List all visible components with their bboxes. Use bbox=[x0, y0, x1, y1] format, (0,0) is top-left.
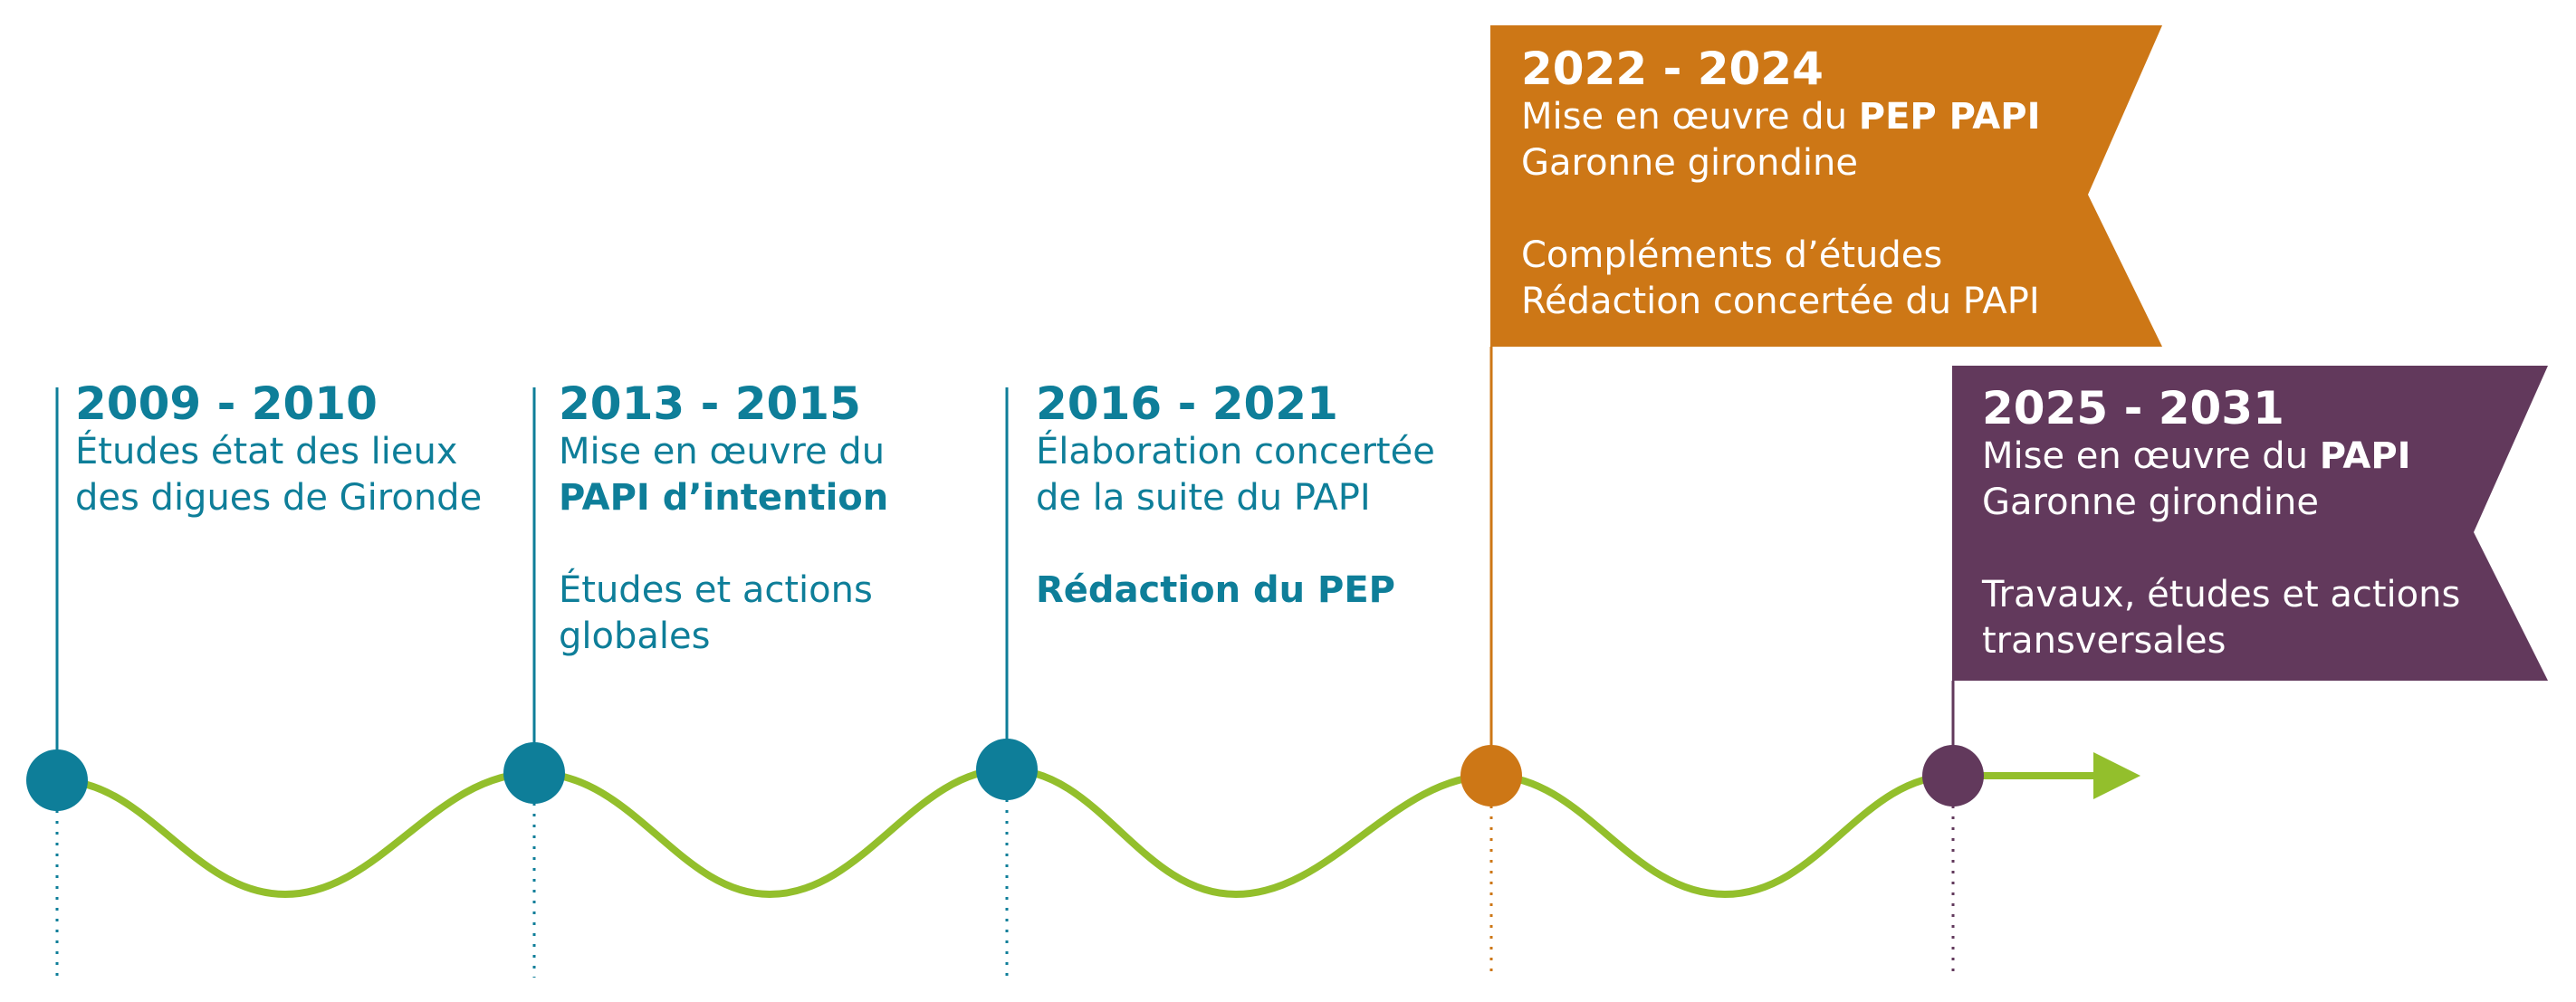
flag-2025-2031 bbox=[1952, 366, 2548, 681]
milestone-2016-2021: 2016 - 2021 Élaboration concertée de la … bbox=[1036, 378, 1435, 614]
milestone-text: Études état des lieux bbox=[75, 431, 458, 472]
wave-line bbox=[53, 765, 2104, 899]
milestone-years: 2025 - 2031 bbox=[1982, 382, 2284, 434]
milestone-text: Garonne girondine bbox=[1521, 142, 1858, 184]
milestone-text-prefix: Mise en œuvre du bbox=[1982, 435, 2320, 477]
milestone-dot-2009 bbox=[26, 749, 88, 811]
milestone-text-prefix: Mise en œuvre du bbox=[1521, 96, 1859, 138]
milestone-years: 2022 - 2024 bbox=[1521, 43, 1824, 95]
arrow-head-icon bbox=[2093, 752, 2140, 799]
milestone-years: 2013 - 2015 bbox=[559, 377, 861, 430]
milestone-text: Travaux, études et actions bbox=[1982, 574, 2461, 616]
milestone-text: Mise en œuvre du bbox=[559, 431, 886, 472]
milestone-text: Élaboration concertée bbox=[1036, 431, 1435, 472]
milestone-text-bold: PAPI bbox=[2319, 435, 2411, 477]
milestone-2022-2024: 2022 - 2024 Mise en œuvre du PEP PAPI Ga… bbox=[1521, 43, 2040, 325]
milestone-2009-2010: 2009 - 2010 Études état des lieux des di… bbox=[75, 378, 482, 521]
milestone-text: Études et actions bbox=[559, 569, 873, 611]
milestone-text: Rédaction concertée du PAPI bbox=[1521, 281, 2040, 322]
milestone-text: globales bbox=[559, 616, 711, 657]
milestone-dot-2013 bbox=[503, 742, 565, 804]
milestone-text-bold: PEP PAPI bbox=[1858, 96, 2041, 138]
milestone-text-bold: PAPI d’intention bbox=[559, 477, 889, 519]
milestone-text: de la suite du PAPI bbox=[1036, 477, 1371, 519]
milestone-text: PAPI d’intention bbox=[559, 475, 888, 521]
milestone-2025-2031: 2025 - 2031 Mise en œuvre du PAPI Garonn… bbox=[1982, 383, 2460, 664]
milestone-years: 2009 - 2010 bbox=[75, 377, 378, 430]
milestone-text: transversales bbox=[1982, 620, 2226, 662]
milestone-text: Garonne girondine bbox=[1982, 482, 2319, 523]
milestone-dot-2025 bbox=[1922, 745, 1984, 806]
milestone-dot-2016 bbox=[976, 739, 1038, 800]
flag-2022-2024 bbox=[1490, 25, 2162, 347]
milestone-years: 2016 - 2021 bbox=[1036, 377, 1338, 430]
milestone-text-bold: Rédaction du PEP bbox=[1036, 569, 1395, 611]
milestone-text: Rédaction du PEP bbox=[1036, 568, 1435, 614]
milestone-text: des digues de Gironde bbox=[75, 477, 483, 519]
milestone-2013-2015: 2013 - 2015 Mise en œuvre du PAPI d’inte… bbox=[559, 378, 888, 660]
milestone-text: Mise en œuvre du PAPI bbox=[1982, 434, 2460, 480]
milestone-text: Compléments d’études bbox=[1521, 234, 1943, 276]
milestone-text: Mise en œuvre du PEP PAPI bbox=[1521, 94, 2040, 140]
milestone-dot-2022 bbox=[1460, 745, 1522, 806]
